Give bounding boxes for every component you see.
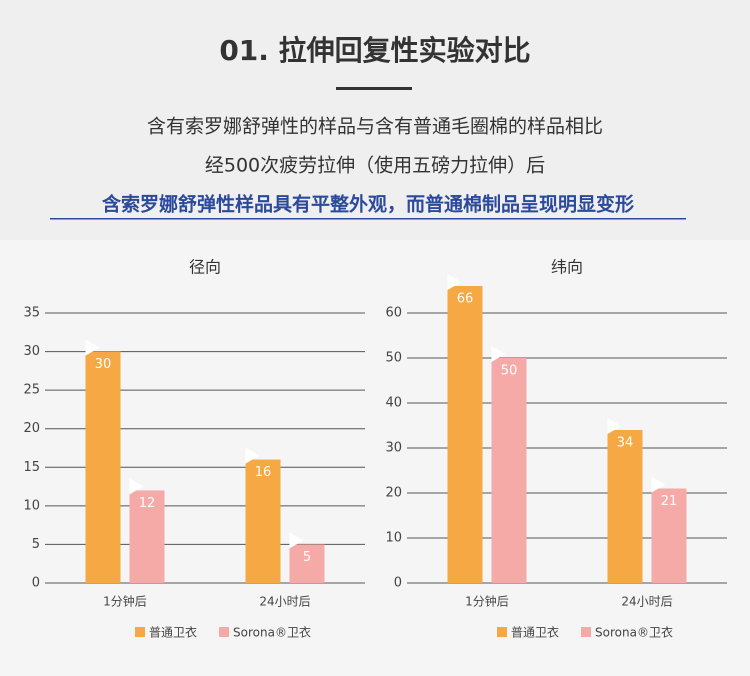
chart-title: 纬向: [551, 258, 583, 277]
y-tick-label: 25: [23, 383, 40, 398]
value-label: 30: [95, 357, 112, 372]
y-tick-label: 10: [385, 531, 402, 546]
header-bg: [0, 0, 750, 240]
value-label: 5: [303, 550, 311, 565]
value-label: 34: [617, 436, 634, 451]
highlight-underline: [50, 218, 686, 220]
label-pointer: [289, 532, 304, 549]
label-pointer: [491, 346, 506, 362]
bar: [85, 351, 121, 583]
y-tick-label: 0: [394, 576, 402, 591]
y-tick-label: 30: [385, 441, 402, 456]
x-tick-label: 24小时后: [621, 595, 672, 609]
label-pointer: [85, 339, 100, 356]
x-tick-label: 1分钟后: [103, 594, 147, 609]
title-rule: [336, 87, 412, 90]
legend-label: Sorona®卫衣: [233, 625, 311, 640]
y-tick-label: 20: [23, 421, 40, 436]
y-tick-label: 40: [385, 396, 402, 411]
legend-swatch: [135, 627, 145, 637]
page-title: 01. 拉伸回复性实验对比: [219, 34, 530, 67]
bar: [245, 459, 281, 583]
legend-label: Sorona®卫衣: [595, 625, 673, 640]
subtitle-line: 含有索罗娜舒弹性的样品与含有普通毛圈棉的样品相比: [147, 116, 603, 138]
y-tick-label: 30: [23, 344, 40, 359]
label-pointer: [607, 418, 622, 434]
label-pointer: [651, 476, 666, 493]
legend-swatch: [497, 627, 507, 637]
y-tick-label: 60: [385, 306, 402, 321]
bar: [129, 490, 165, 583]
subtitle-line: 经500次疲劳拉伸（使用五磅力拉伸）后: [205, 155, 545, 177]
x-tick-label: 24小时后: [259, 595, 310, 609]
y-tick-label: 5: [32, 537, 40, 552]
label-pointer: [129, 478, 144, 495]
y-tick-label: 0: [32, 576, 40, 591]
chart-title: 径向: [189, 258, 221, 277]
value-label: 50: [501, 364, 518, 379]
value-label: 12: [139, 496, 156, 511]
legend-label: 普通卫衣: [511, 625, 559, 640]
legend-label: 普通卫衣: [149, 625, 197, 640]
legend-swatch: [219, 627, 230, 637]
bar: [447, 286, 483, 583]
bar: [651, 488, 687, 583]
legend-swatch: [581, 627, 592, 637]
bar: [289, 544, 325, 583]
value-label: 66: [457, 292, 474, 307]
bar: [491, 358, 527, 583]
y-tick-label: 35: [23, 306, 40, 321]
y-tick-label: 10: [23, 498, 40, 513]
y-tick-label: 50: [385, 351, 402, 366]
value-label: 21: [661, 494, 678, 509]
label-pointer: [447, 274, 462, 290]
y-tick-label: 20: [385, 486, 402, 501]
value-label: 16: [255, 465, 272, 480]
y-tick-label: 15: [23, 460, 40, 475]
bar: [607, 430, 643, 583]
highlight: 含索罗娜舒弹性样品具有平整外观，而普通棉制品呈现明显变形: [102, 193, 634, 216]
label-pointer: [245, 447, 260, 464]
x-tick-label: 1分钟后: [465, 594, 509, 609]
